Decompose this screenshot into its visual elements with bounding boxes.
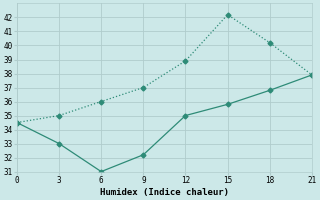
X-axis label: Humidex (Indice chaleur): Humidex (Indice chaleur) bbox=[100, 188, 229, 197]
